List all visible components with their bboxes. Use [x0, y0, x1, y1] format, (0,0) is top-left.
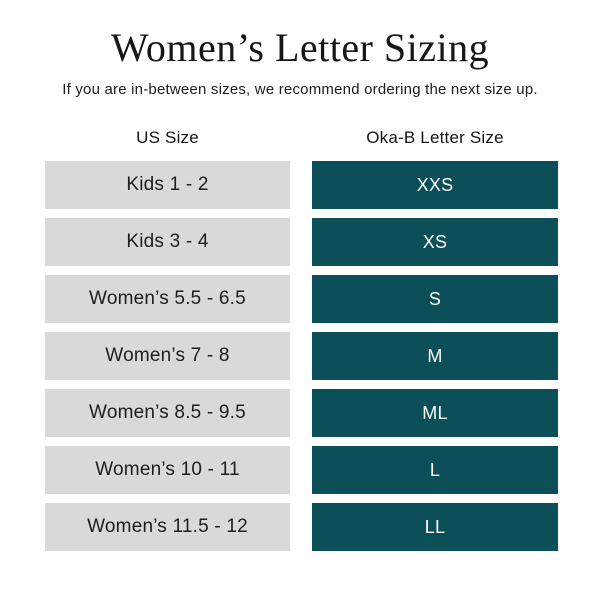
- letter-size-cell: ML: [312, 389, 558, 437]
- letter-size-cell: M: [312, 332, 558, 380]
- us-size-cell: Women’s 10 - 11: [45, 446, 290, 494]
- table-header-row: US Size Oka-B Letter Size: [45, 128, 558, 148]
- letter-size-cell: S: [312, 275, 558, 323]
- letter-size-cell: LL: [312, 503, 558, 551]
- size-table: Kids 1 - 2 XXS Kids 3 - 4 XS Women’s 5.5…: [45, 161, 558, 551]
- page-title: Women’s Letter Sizing: [110, 25, 490, 70]
- column-header-letter-size: Oka-B Letter Size: [366, 128, 504, 147]
- page-subtitle: If you are in-between sizes, we recommen…: [62, 81, 538, 98]
- us-size-cell: Women’s 11.5 - 12: [45, 503, 290, 551]
- us-size-cell: Women’s 7 - 8: [45, 332, 290, 380]
- letter-size-cell: L: [312, 446, 558, 494]
- letter-size-cell: XXS: [312, 161, 558, 209]
- us-size-cell: Kids 1 - 2: [45, 161, 290, 209]
- us-size-cell: Women’s 8.5 - 9.5: [45, 389, 290, 437]
- us-size-cell: Women’s 5.5 - 6.5: [45, 275, 290, 323]
- us-size-cell: Kids 3 - 4: [45, 218, 290, 266]
- column-header-us-size: US Size: [136, 128, 199, 147]
- letter-size-cell: XS: [312, 218, 558, 266]
